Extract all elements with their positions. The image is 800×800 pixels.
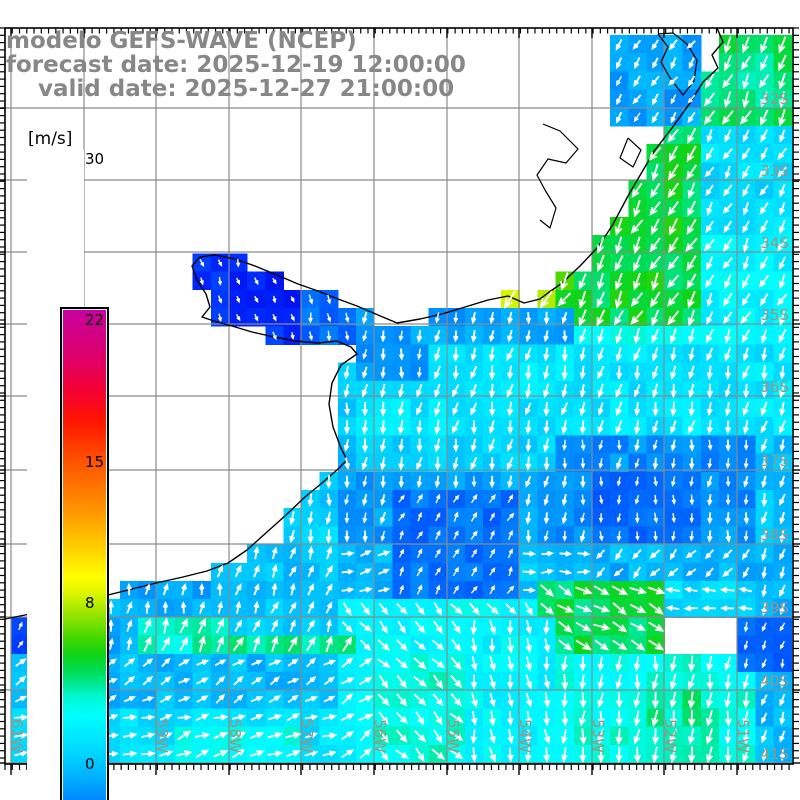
lon-label: 55W	[444, 719, 462, 753]
lat-label: 37S	[760, 452, 789, 470]
lon-label: 58W	[226, 719, 244, 753]
lat-label: 36S	[760, 378, 789, 396]
valid-date: valid date: 2025-12-27 21:00:00	[38, 76, 455, 102]
lon-label: 54W	[516, 719, 534, 753]
colorbar-unit-label: [m/s]	[28, 129, 73, 149]
lat-label: 32S	[760, 90, 789, 108]
colorbar-gradient	[63, 310, 106, 800]
axis-ticks	[0, 27, 800, 775]
lat-label: 39S	[760, 599, 789, 617]
model-title: modelo GEFS-WAVE (NCEP)	[6, 28, 357, 54]
lon-label: 53W	[589, 719, 607, 753]
colorbar-tick-label: 8	[85, 594, 95, 612]
lon-label: 57W	[298, 719, 316, 753]
axis-labels: 32S33S34S35S36S37S38S39S40S41S61W60W59W5…	[8, 90, 789, 763]
lon-label: 51W	[734, 719, 752, 753]
lon-label: 61W	[8, 719, 26, 753]
lon-label: 59W	[153, 719, 171, 753]
lat-label: 34S	[760, 234, 789, 252]
lon-label: 52W	[661, 719, 679, 753]
wave-height-cells	[11, 35, 792, 764]
colorbar-tick-label: 22	[85, 311, 105, 329]
colorbar-tick-label: 15	[85, 453, 105, 471]
colorbar-tick-label: 30	[85, 150, 105, 168]
forecast-date: forecast date: 2025-12-19 12:00:00	[6, 52, 466, 78]
colorbar-tick-label: 0	[85, 755, 95, 773]
graticule-grid	[5, 28, 793, 764]
colorbar	[27, 150, 109, 800]
lat-label: 35S	[760, 306, 789, 324]
lat-label: 38S	[760, 526, 789, 544]
lon-label: 56W	[371, 719, 389, 753]
colorbar-frame	[60, 307, 109, 800]
lat-label: 40S	[760, 672, 789, 690]
lat-label: 33S	[760, 162, 789, 180]
lat-label: 41S	[760, 745, 789, 763]
coastline	[4, 27, 724, 620]
